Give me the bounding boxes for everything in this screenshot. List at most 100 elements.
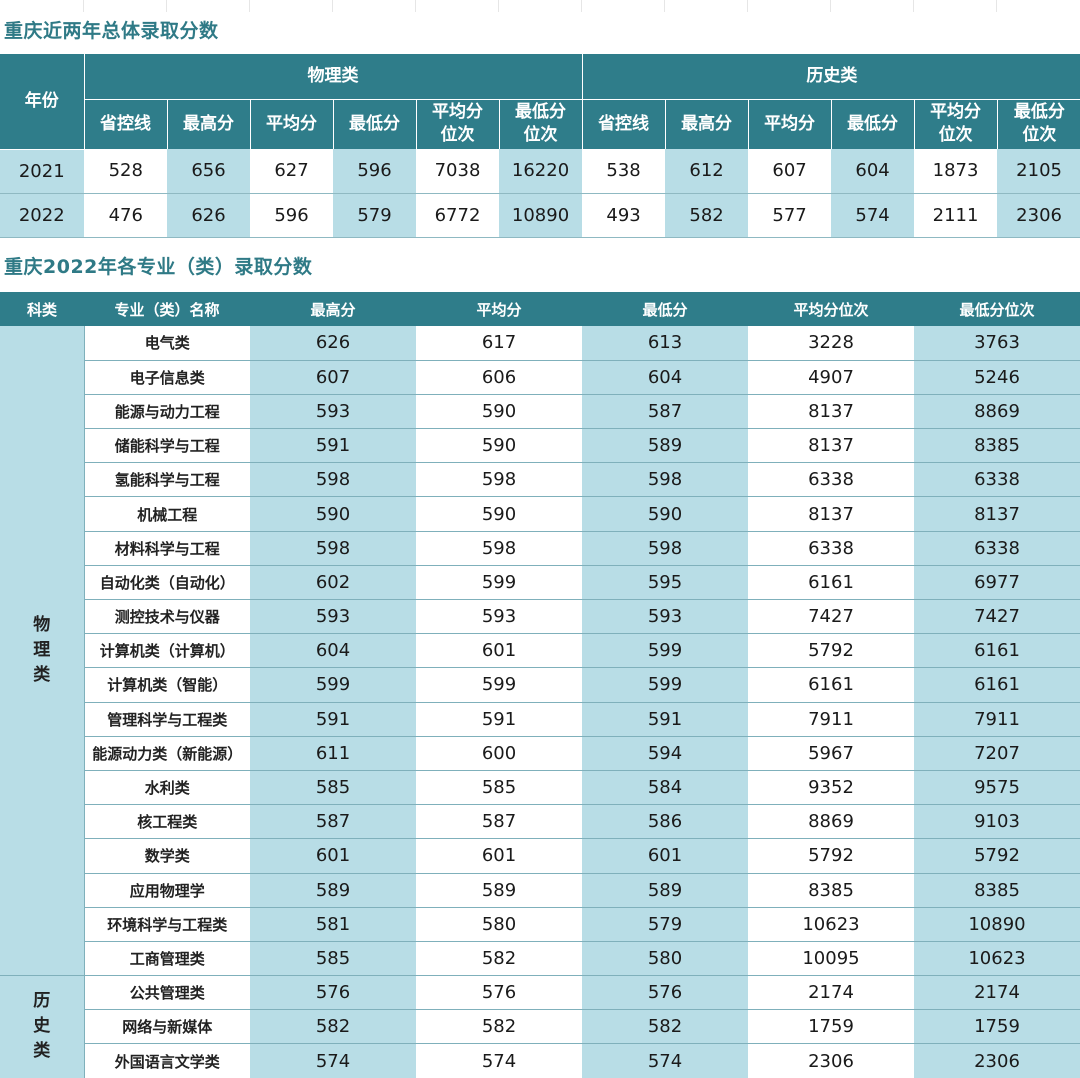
score-cell: 6338 (914, 531, 1080, 566)
physics-score-cell: 596 (333, 149, 416, 194)
score-cell: 585 (250, 941, 416, 977)
major-name-cell: 工商管理类 (84, 941, 250, 977)
score-cell: 10095 (748, 941, 914, 977)
score-cell: 581 (250, 907, 416, 942)
major-name-cell: 核工程类 (84, 804, 250, 840)
major-row: 网络与新媒体 582 582 582 1759 1759 (0, 1009, 1080, 1045)
subheader-text: 最低分 (349, 113, 400, 134)
score-cell: 3228 (748, 326, 914, 361)
score-cell: 576 (250, 975, 416, 1011)
score-cell: 8137 (748, 394, 914, 430)
major-row: 工商管理类 585 582 580 10095 10623 (0, 941, 1080, 977)
score-cell: 587 (582, 394, 748, 430)
history-score-cell: 604 (831, 149, 915, 194)
major-name-cell: 计算机类（计算机） (84, 633, 250, 669)
category-char: 史 (33, 1016, 51, 1037)
score-cell: 590 (582, 496, 748, 532)
score-cell: 591 (250, 428, 416, 464)
major-name-cell: 网络与新媒体 (84, 1009, 250, 1045)
score-cell: 5792 (748, 838, 914, 874)
major-name-cell: 数学类 (84, 838, 250, 874)
subheader-text: 位次 (523, 125, 558, 146)
score-cell: 606 (416, 360, 582, 395)
score-cell: 582 (416, 941, 582, 977)
overall-scores-title: 重庆近两年总体录取分数 (4, 20, 219, 42)
major-row: 环境科学与工程类 581 580 579 10623 10890 (0, 907, 1080, 942)
history-group-header: 历史类 (582, 54, 1080, 100)
major-row: 材料科学与工程 598 598 598 6338 6338 (0, 531, 1080, 566)
major-row: 电子信息类 607 606 604 4907 5246 (0, 360, 1080, 395)
score-cell: 599 (582, 667, 748, 703)
score-cell: 2174 (914, 975, 1080, 1011)
subheader-text: 位次 (440, 125, 475, 146)
score-cell: 613 (582, 326, 748, 361)
table1-group-header-row: 年份 物理类 历史类 (0, 54, 1080, 150)
history-score-cell: 493 (582, 193, 666, 238)
score-cell: 604 (582, 360, 748, 395)
major-name-cell: 电气类 (84, 326, 250, 361)
major-name-cell: 氢能科学与工程 (84, 462, 250, 498)
score-cell: 8137 (748, 428, 914, 464)
score-cell: 7427 (748, 599, 914, 635)
score-cell: 1759 (748, 1009, 914, 1045)
score-cell: 585 (250, 770, 416, 806)
major-row: 水利类 585 585 584 9352 9575 (0, 770, 1080, 806)
category-char: 历 (33, 991, 51, 1012)
major-name-cell: 外国语言文学类 (84, 1043, 250, 1078)
score-cell: 6161 (914, 633, 1080, 669)
score-cell: 601 (416, 838, 582, 874)
score-cell: 598 (582, 531, 748, 566)
major-row: 计算机类（计算机） 604 601 599 5792 6161 (0, 633, 1080, 669)
category-cell: 历史类 (0, 975, 85, 1078)
score-cell: 589 (582, 428, 748, 464)
physics-score-cell: 596 (250, 193, 333, 238)
score-cell: 593 (582, 599, 748, 635)
score-cell: 8869 (914, 394, 1080, 430)
history-score-cell: 607 (748, 149, 832, 194)
score-cell: 593 (416, 599, 582, 635)
score-cell: 599 (250, 667, 416, 703)
major-name-cell: 计算机类（智能） (84, 667, 250, 703)
physics-subheader: 省控线 (84, 99, 168, 149)
score-cell: 10623 (914, 941, 1080, 977)
history-subheader: 平均分 位次 (914, 99, 998, 149)
table2-body: 物理类电气类 626 617 613 3228 3763 电子信息类 607 606 604 490… (0, 326, 1080, 1078)
physics-group-header: 物理类 (84, 54, 583, 100)
score-cell: 2306 (914, 1043, 1080, 1078)
subheader-text: 省控线 (598, 113, 650, 134)
score-cell: 600 (416, 736, 582, 771)
table1-body: 2021 528 656 627 596 7038 16220 538 612 607 604 187… (0, 149, 1080, 238)
history-score-cell: 2306 (997, 193, 1080, 238)
score-cell: 601 (416, 633, 582, 669)
physics-score-cell: 16220 (499, 149, 583, 194)
major-row: 外国语言文学类 574 574 574 2306 2306 (0, 1043, 1080, 1078)
category-char: 理 (33, 640, 51, 661)
subheader-text: 省控线 (100, 113, 151, 134)
score-cell: 604 (250, 633, 416, 669)
score-cell: 2306 (748, 1043, 914, 1078)
category-char: 类 (33, 1041, 51, 1062)
score-cell: 580 (416, 907, 582, 942)
score-cell: 580 (582, 941, 748, 977)
score-cell: 590 (416, 428, 582, 464)
score-cell: 8385 (914, 873, 1080, 908)
major-row: 自动化类（自动化） 602 599 595 6161 6977 (0, 565, 1080, 601)
subheader-text: 位次 (1022, 125, 1057, 146)
score-cell: 582 (416, 1009, 582, 1045)
physics-subheader: 最低分 位次 (499, 99, 583, 149)
score-cell: 602 (250, 565, 416, 601)
subheader-text: 最高分 (681, 113, 733, 134)
major-row: 机械工程 590 590 590 8137 8137 (0, 496, 1080, 532)
history-score-cell: 1873 (914, 149, 998, 194)
score-cell: 5967 (748, 736, 914, 771)
history-subheader: 省控线 (582, 99, 666, 149)
score-cell: 589 (250, 873, 416, 908)
score-cell: 587 (416, 804, 582, 840)
score-cell: 6338 (914, 462, 1080, 498)
score-cell: 10890 (914, 907, 1080, 942)
major-name-cell: 自动化类（自动化） (84, 565, 250, 601)
score-cell: 591 (582, 702, 748, 737)
score-cell: 8385 (748, 873, 914, 908)
score-cell: 611 (250, 736, 416, 771)
physics-score-cell: 528 (84, 149, 167, 194)
